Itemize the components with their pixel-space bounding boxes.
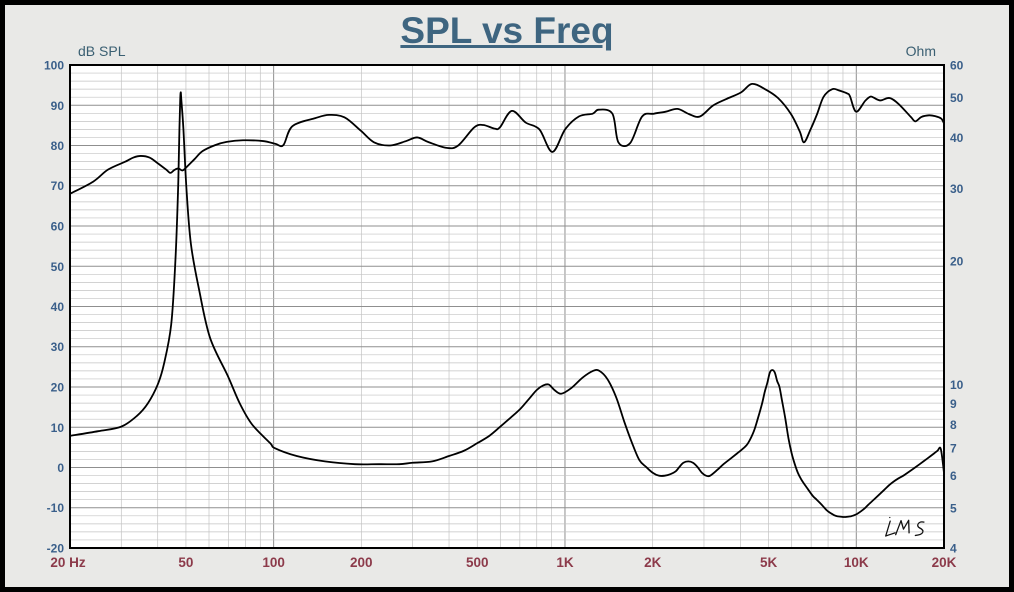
svg-text:1K: 1K [556, 555, 574, 570]
svg-text:70: 70 [51, 179, 65, 193]
svg-text:7: 7 [950, 442, 957, 456]
svg-text:50: 50 [178, 555, 193, 570]
svg-text:20 Hz: 20 Hz [50, 555, 86, 570]
svg-text:200: 200 [350, 555, 373, 570]
svg-text:4: 4 [950, 542, 957, 556]
svg-text:60: 60 [950, 59, 964, 73]
svg-text:100: 100 [262, 555, 285, 570]
svg-text:0: 0 [57, 461, 64, 475]
svg-text:20: 20 [950, 254, 964, 268]
svg-text:5K: 5K [760, 555, 778, 570]
svg-text:10: 10 [950, 378, 964, 392]
svg-text:10: 10 [51, 421, 65, 435]
svg-text:500: 500 [466, 555, 489, 570]
svg-text:40: 40 [51, 300, 65, 314]
svg-text:20K: 20K [932, 555, 957, 570]
svg-text:-10: -10 [47, 501, 65, 515]
svg-text:5: 5 [950, 502, 957, 516]
svg-text:6: 6 [950, 469, 957, 483]
svg-text:90: 90 [51, 99, 65, 113]
svg-text:10K: 10K [844, 555, 869, 570]
svg-text:40: 40 [950, 131, 964, 145]
svg-text:50: 50 [950, 91, 964, 105]
svg-text:80: 80 [51, 139, 65, 153]
svg-text:60: 60 [51, 220, 65, 234]
svg-text:8: 8 [950, 418, 957, 432]
svg-text:9: 9 [950, 397, 957, 411]
svg-text:30: 30 [950, 182, 964, 196]
svg-text:50: 50 [51, 260, 65, 274]
svg-text:30: 30 [51, 340, 65, 354]
svg-text:-20: -20 [47, 542, 65, 556]
svg-text:100: 100 [44, 59, 64, 73]
svg-text:20: 20 [51, 381, 65, 395]
svg-text:2K: 2K [644, 555, 662, 570]
